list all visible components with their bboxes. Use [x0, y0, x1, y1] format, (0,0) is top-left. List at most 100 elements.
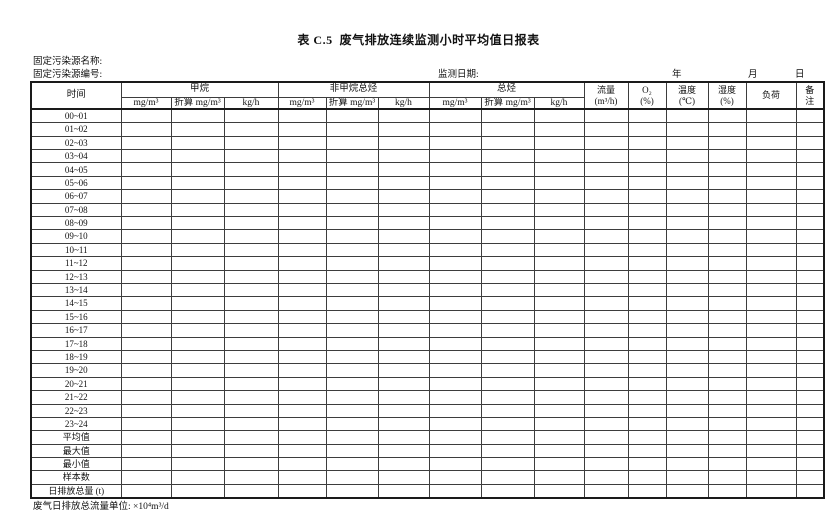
data-cell — [223, 216, 279, 231]
data-cell — [170, 430, 225, 445]
data-cell — [795, 122, 825, 137]
data-cell — [707, 108, 747, 124]
data-cell — [583, 457, 629, 472]
data-cell — [377, 162, 430, 177]
data-cell — [428, 349, 482, 365]
data-cell — [627, 470, 667, 485]
data-cell — [277, 256, 327, 271]
table-row: 最大值 — [30, 443, 825, 459]
data-cell — [170, 457, 225, 472]
data-cell — [745, 457, 797, 472]
data-cell — [707, 443, 747, 459]
data-cell — [583, 443, 629, 459]
table-row: 08~09 — [30, 216, 825, 231]
header-unit-thc-conv: 折算 mg/m³ — [480, 96, 535, 111]
header-methane: 甲烷 — [120, 81, 279, 98]
data-cell — [707, 457, 747, 472]
data-cell — [665, 175, 709, 191]
header-load-name: 负荷 — [761, 90, 780, 101]
data-cell — [583, 309, 629, 325]
data-cell — [627, 483, 667, 499]
data-cell — [745, 162, 797, 177]
data-cell — [223, 376, 279, 392]
data-cell — [533, 162, 585, 177]
data-cell — [583, 149, 629, 164]
data-cell — [277, 122, 327, 137]
data-cell — [707, 363, 747, 378]
data-cell — [277, 282, 327, 298]
data-cell — [428, 242, 482, 258]
data-cell — [583, 296, 629, 311]
data-cell — [665, 216, 709, 231]
data-cell — [745, 309, 797, 325]
data-cell — [325, 202, 379, 218]
data-cell — [428, 175, 482, 191]
data-cell — [795, 135, 825, 151]
data-cell — [583, 416, 629, 432]
data-cell — [325, 430, 379, 445]
data-cell — [277, 376, 327, 392]
data-cell — [795, 242, 825, 258]
data-cell — [170, 162, 225, 177]
data-cell — [277, 363, 327, 378]
data-cell — [745, 256, 797, 271]
header-humidity-unit: (%) — [720, 95, 734, 106]
header-o2-name: O₂ — [642, 84, 652, 95]
data-cell — [480, 108, 535, 124]
row-label: 06~07 — [30, 189, 122, 204]
row-label: 14~15 — [30, 296, 122, 311]
data-cell — [223, 323, 279, 338]
data-cell — [795, 175, 825, 191]
header-unit-nmhc-mg: mg/m³ — [277, 96, 327, 111]
data-cell — [480, 376, 535, 392]
data-cell — [223, 349, 279, 365]
table-row: 最小值 — [30, 457, 825, 472]
data-cell — [583, 162, 629, 177]
data-cell — [795, 376, 825, 392]
data-cell — [170, 229, 225, 244]
data-cell — [325, 135, 379, 151]
row-label: 21~22 — [30, 390, 122, 405]
data-cell — [377, 189, 430, 204]
data-cell — [428, 296, 482, 311]
data-cell — [325, 256, 379, 271]
footer-unit-note: 废气日排放总流量单位: ×10⁴m³/d — [33, 502, 169, 512]
data-cell — [707, 256, 747, 271]
row-label: 09~10 — [30, 229, 122, 244]
data-cell — [533, 443, 585, 459]
data-cell — [707, 216, 747, 231]
data-cell — [428, 363, 482, 378]
data-cell — [707, 323, 747, 338]
data-cell — [170, 108, 225, 124]
data-cell — [377, 483, 430, 499]
data-cell — [120, 108, 172, 124]
data-cell — [277, 149, 327, 164]
table-row: 10~11 — [30, 242, 825, 258]
data-cell — [325, 470, 379, 485]
data-cell — [745, 149, 797, 164]
data-cell — [428, 216, 482, 231]
data-cell — [665, 390, 709, 405]
data-cell — [223, 162, 279, 177]
row-label: 平均值 — [30, 430, 122, 445]
data-cell — [120, 202, 172, 218]
data-cell — [533, 216, 585, 231]
data-cell — [277, 430, 327, 445]
data-cell — [377, 256, 430, 271]
data-cell — [480, 202, 535, 218]
data-cell — [277, 349, 327, 365]
data-cell — [223, 390, 279, 405]
data-cell — [480, 363, 535, 378]
data-cell — [533, 282, 585, 298]
data-cell — [795, 202, 825, 218]
data-cell — [170, 403, 225, 418]
data-cell — [745, 443, 797, 459]
data-cell — [170, 269, 225, 285]
data-cell — [707, 175, 747, 191]
data-cell — [325, 296, 379, 311]
data-cell — [480, 282, 535, 298]
data-cell — [170, 309, 225, 325]
data-cell — [583, 256, 629, 271]
data-cell — [665, 189, 709, 204]
data-cell — [277, 443, 327, 459]
